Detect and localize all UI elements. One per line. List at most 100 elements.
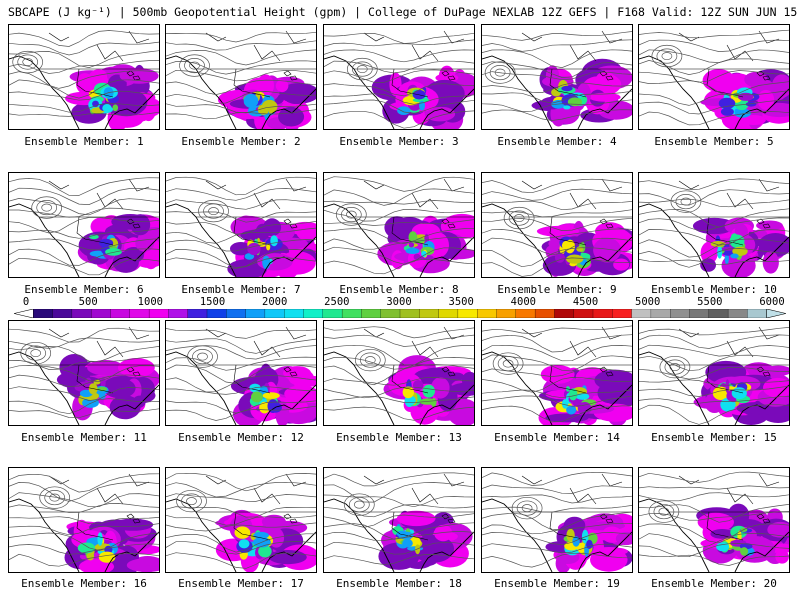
ensemble-map-panel	[638, 467, 790, 573]
cape-shading	[378, 510, 473, 570]
map-svg	[9, 326, 159, 425]
member-caption: Ensemble Member: 13	[336, 431, 462, 444]
member-caption: Ensemble Member: 12	[178, 431, 304, 444]
cape-shading	[545, 513, 632, 572]
height-contours	[9, 327, 159, 419]
ensemble-map-panel	[165, 467, 317, 573]
member-caption: Ensemble Member: 2	[181, 135, 301, 148]
cape-shading	[227, 215, 316, 277]
height-contours	[482, 325, 632, 423]
cape-shading	[77, 214, 159, 273]
cape-shading	[377, 213, 474, 274]
ensemble-map-panel	[8, 172, 160, 278]
height-contours	[9, 177, 159, 276]
ensemble-map-panel	[481, 467, 633, 573]
height-contours	[639, 178, 789, 268]
height-contours	[9, 30, 159, 117]
ensemble-map-panel	[323, 320, 475, 426]
sbcape-colorbar: 0 500 1000 1500 2000 2500 3000 3500 4000 4500 5000…	[0, 296, 800, 318]
map-svg	[324, 176, 474, 277]
ensemble-map-panel	[481, 172, 633, 278]
member-caption: Ensemble Member: 9	[497, 283, 617, 296]
ensemble-map-panel	[638, 24, 790, 130]
ensemble-map-panel	[8, 467, 160, 573]
member-caption: Ensemble Member: 17	[178, 577, 304, 590]
map-svg	[482, 325, 632, 425]
cape-shading	[217, 74, 316, 129]
ensemble-map-panel	[481, 24, 633, 130]
ensemble-map-panel	[8, 24, 160, 130]
member-caption: Ensemble Member: 3	[339, 135, 459, 148]
member-caption: Ensemble Member: 1	[24, 135, 144, 148]
colorbar-tick-label: 2000	[262, 296, 288, 308]
ensemble-map-panel	[8, 320, 160, 426]
colorbar-tick-label: 2500	[324, 296, 350, 308]
member-caption: Ensemble Member: 18	[336, 577, 462, 590]
ensemble-map-panel	[638, 172, 790, 278]
height-contours	[639, 29, 789, 126]
map-svg	[639, 29, 789, 129]
map-svg	[639, 326, 789, 425]
height-contours	[324, 326, 474, 421]
ensemble-map-panel	[638, 320, 790, 426]
map-svg	[166, 30, 316, 129]
map-svg	[166, 326, 316, 425]
cape-shading	[700, 69, 789, 129]
height-contours	[639, 327, 789, 425]
colorbar-tick-label: 3000	[386, 296, 412, 308]
colorbar-tick-label: 4500	[572, 296, 599, 308]
height-contours	[482, 471, 632, 568]
cape-shading	[383, 355, 474, 425]
colorbar-tick-label: 6000	[759, 296, 785, 308]
colorbar-tick-label: 3500	[448, 296, 474, 308]
height-contours	[324, 176, 474, 275]
member-caption: Ensemble Member: 6	[24, 283, 144, 296]
colorbar-tick-label: 0	[22, 296, 30, 308]
cape-shading	[692, 217, 789, 277]
height-contours	[639, 471, 789, 566]
map-svg	[324, 30, 474, 129]
colorbar-tick-label: 1500	[199, 296, 226, 308]
map-svg	[166, 472, 316, 572]
map-svg	[482, 30, 632, 129]
map-svg	[639, 471, 789, 572]
colorbar-tick-label: 4000	[510, 296, 536, 308]
colorbar-tick-label: 1000	[137, 296, 163, 308]
height-contours	[482, 31, 632, 121]
height-contours	[482, 178, 632, 277]
ensemble-map-panel	[165, 320, 317, 426]
page-title: SBCAPE (J kg⁻¹) | 500mb Geopotential Hei…	[8, 5, 800, 19]
height-contours	[166, 472, 316, 569]
member-caption: Ensemble Member: 14	[494, 431, 620, 444]
member-caption: Ensemble Member: 20	[651, 577, 777, 590]
map-svg	[482, 178, 632, 277]
colorbar-tick-label: 5000	[635, 296, 661, 308]
colorbar-tick-label: 5500	[697, 296, 723, 308]
height-contours	[166, 328, 316, 421]
height-contours	[324, 472, 474, 565]
map-svg	[166, 176, 316, 277]
cape-shading	[693, 360, 789, 425]
ensemble-map-panel	[481, 320, 633, 426]
cape-shading	[56, 354, 159, 421]
map-svg	[9, 177, 159, 277]
height-contours	[166, 31, 316, 120]
map-svg	[324, 472, 474, 572]
height-contours	[166, 176, 316, 269]
member-caption: Ensemble Member: 10	[651, 283, 777, 296]
cape-shading	[64, 518, 159, 572]
ensemble-map-panel	[323, 172, 475, 278]
member-caption: Ensemble Member: 19	[494, 577, 620, 590]
ensemble-map-panel	[323, 24, 475, 130]
map-svg	[639, 178, 789, 277]
ensemble-map-panel	[165, 24, 317, 130]
height-contours	[9, 473, 159, 567]
member-caption: Ensemble Member: 4	[497, 135, 617, 148]
cape-shading	[538, 365, 632, 425]
ensemble-map-panel	[323, 467, 475, 573]
colorbar-tick-label: 500	[78, 296, 98, 308]
height-contours	[324, 32, 474, 129]
member-caption: Ensemble Member: 16	[21, 577, 147, 590]
member-caption: Ensemble Member: 11	[21, 431, 147, 444]
member-caption: Ensemble Member: 7	[181, 283, 301, 296]
